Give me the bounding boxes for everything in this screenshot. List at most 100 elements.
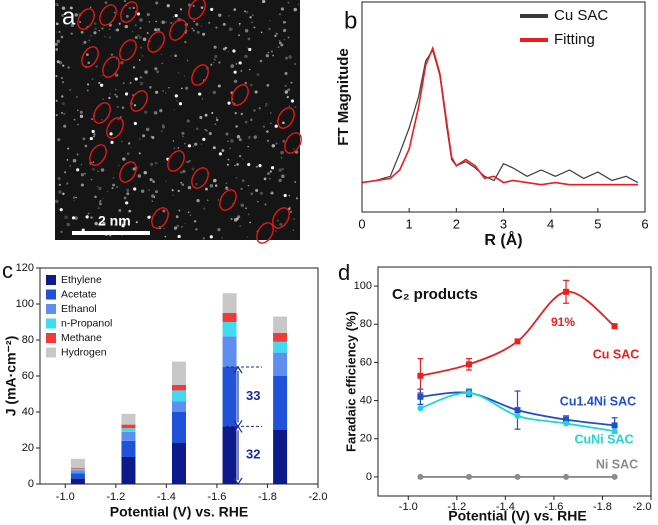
x-tick-label: -1.4 (157, 491, 176, 503)
speckle (181, 131, 185, 136)
speckle (73, 118, 76, 121)
speckle (287, 1, 290, 4)
speckle (177, 189, 180, 193)
speckle (265, 105, 267, 107)
speckle (113, 11, 116, 14)
bar-segment (172, 361, 186, 385)
speckle (288, 55, 292, 59)
speckle (292, 229, 294, 231)
speckle (193, 20, 195, 23)
speckle (55, 114, 58, 117)
panel-label: c (2, 258, 13, 283)
y-tick-label: 100 (16, 298, 34, 310)
speckle (108, 96, 111, 100)
speckle (98, 200, 101, 203)
site-marker (219, 189, 237, 211)
speckle (255, 188, 259, 192)
bar-segment (172, 412, 186, 443)
speckle (114, 93, 117, 96)
speckle (89, 35, 92, 38)
speckle (108, 28, 111, 31)
speckle (102, 221, 106, 225)
speckle (251, 21, 253, 23)
bar-segment (273, 430, 288, 484)
speckle (154, 67, 158, 71)
speckle (88, 39, 90, 41)
speckle (126, 188, 129, 192)
speckle (181, 225, 183, 228)
speckle (217, 84, 221, 88)
bar-segment (70, 468, 85, 471)
speckle (268, 177, 271, 180)
speckle (154, 161, 158, 165)
site-marker (188, 0, 206, 20)
site-marker (102, 56, 120, 78)
atom (258, 164, 262, 168)
site-marker (93, 102, 111, 124)
speckle (233, 8, 237, 11)
speckle (109, 93, 111, 95)
speckle (118, 164, 120, 167)
speckle (246, 11, 249, 14)
speckle (272, 54, 274, 57)
speckle (162, 209, 166, 213)
site-marker (191, 64, 209, 86)
chart-title: C₂ products (392, 286, 478, 303)
legend-label: Ethanol (61, 303, 97, 315)
speckle (256, 72, 260, 77)
legend-swatch (46, 318, 56, 329)
atom (121, 224, 125, 228)
speckle (241, 179, 245, 183)
speckle (79, 110, 83, 114)
speckle (101, 118, 103, 121)
annotation: 33 (246, 388, 260, 403)
speckle (195, 22, 199, 26)
speckle (266, 139, 270, 142)
speckle (149, 178, 153, 182)
speckle (64, 215, 68, 220)
speckle (180, 181, 183, 184)
speckle (174, 54, 177, 58)
speckle (123, 0, 127, 3)
atom (187, 144, 192, 148)
site-marker (106, 117, 124, 139)
speckle (146, 12, 150, 17)
speckle (84, 144, 88, 148)
legend-label: Ethylene (61, 274, 102, 286)
speckle (112, 177, 115, 179)
speckle (148, 189, 151, 191)
speckle (283, 39, 285, 41)
atom (174, 14, 178, 18)
speckle (114, 224, 116, 226)
speckle (74, 13, 78, 17)
speckle (54, 199, 59, 204)
speckle (58, 190, 62, 194)
series-label: Cu SAC (593, 347, 640, 361)
speckle (69, 165, 71, 167)
speckle (139, 18, 143, 22)
speckle (176, 224, 180, 228)
speckle (154, 28, 158, 32)
speckle (125, 14, 129, 18)
atom (248, 47, 252, 52)
speckle (263, 177, 267, 181)
speckle (266, 84, 270, 87)
y-tick-label: 0 (366, 471, 372, 483)
marker (563, 416, 570, 423)
speckle (244, 10, 246, 13)
y-tick-label: 60 (22, 370, 34, 382)
speckle (221, 149, 225, 152)
speckle (98, 202, 102, 206)
x-axis-label: Potential (V) vs. RHE (448, 508, 586, 524)
speckle (208, 131, 212, 136)
speckle (182, 169, 186, 174)
speckle (228, 27, 233, 31)
bar-segment (273, 376, 288, 430)
bar-segment (70, 478, 85, 484)
atom (177, 234, 181, 239)
x-tick-label: -1.4 (496, 501, 515, 513)
speckle (186, 119, 190, 123)
speckle (61, 111, 63, 114)
speckle (79, 114, 84, 119)
speckle (90, 216, 93, 219)
